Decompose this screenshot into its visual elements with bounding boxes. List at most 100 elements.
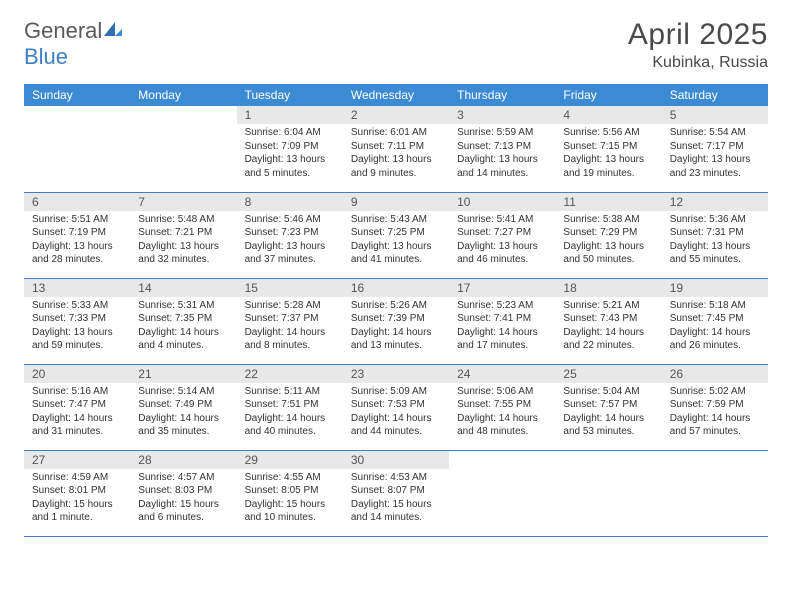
day-info: Sunrise: 5:48 AMSunset: 7:21 PMDaylight:… — [130, 211, 236, 271]
day-info: Sunrise: 4:53 AMSunset: 8:07 PMDaylight:… — [343, 469, 449, 529]
day-header: Monday — [130, 84, 236, 106]
brand-part1: General — [24, 18, 102, 43]
day-info: Sunrise: 6:01 AMSunset: 7:11 PMDaylight:… — [343, 124, 449, 184]
calendar-day-cell: 30Sunrise: 4:53 AMSunset: 8:07 PMDayligh… — [343, 450, 449, 536]
day-info: Sunrise: 5:11 AMSunset: 7:51 PMDaylight:… — [237, 383, 343, 443]
day-number: 1 — [237, 106, 343, 124]
day-number: 18 — [555, 279, 661, 297]
calendar-day-cell: 13Sunrise: 5:33 AMSunset: 7:33 PMDayligh… — [24, 278, 130, 364]
day-info: Sunrise: 4:59 AMSunset: 8:01 PMDaylight:… — [24, 469, 130, 529]
day-number: 9 — [343, 193, 449, 211]
calendar-day-cell: . — [24, 106, 130, 192]
day-number: 2 — [343, 106, 449, 124]
calendar-day-cell: 7Sunrise: 5:48 AMSunset: 7:21 PMDaylight… — [130, 192, 236, 278]
day-header: Thursday — [449, 84, 555, 106]
day-number: 7 — [130, 193, 236, 211]
calendar-day-cell: 21Sunrise: 5:14 AMSunset: 7:49 PMDayligh… — [130, 364, 236, 450]
calendar-body: ..1Sunrise: 6:04 AMSunset: 7:09 PMDaylig… — [24, 106, 768, 536]
location-text: Kubinka, Russia — [628, 54, 768, 72]
calendar-day-cell: 18Sunrise: 5:21 AMSunset: 7:43 PMDayligh… — [555, 278, 661, 364]
day-info: Sunrise: 5:14 AMSunset: 7:49 PMDaylight:… — [130, 383, 236, 443]
day-info: Sunrise: 5:43 AMSunset: 7:25 PMDaylight:… — [343, 211, 449, 271]
day-number: 5 — [662, 106, 768, 124]
day-number: 29 — [237, 451, 343, 469]
day-info: Sunrise: 5:59 AMSunset: 7:13 PMDaylight:… — [449, 124, 555, 184]
brand-text: GeneralBlue — [24, 18, 124, 70]
day-info: Sunrise: 5:54 AMSunset: 7:17 PMDaylight:… — [662, 124, 768, 184]
day-header: Saturday — [662, 84, 768, 106]
day-info: Sunrise: 4:57 AMSunset: 8:03 PMDaylight:… — [130, 469, 236, 529]
day-number: 10 — [449, 193, 555, 211]
day-number: 20 — [24, 365, 130, 383]
calendar-week-row: 27Sunrise: 4:59 AMSunset: 8:01 PMDayligh… — [24, 450, 768, 536]
day-info: Sunrise: 5:41 AMSunset: 7:27 PMDaylight:… — [449, 211, 555, 271]
day-info: Sunrise: 5:51 AMSunset: 7:19 PMDaylight:… — [24, 211, 130, 271]
day-number: 25 — [555, 365, 661, 383]
day-info: Sunrise: 5:04 AMSunset: 7:57 PMDaylight:… — [555, 383, 661, 443]
calendar-day-cell: 15Sunrise: 5:28 AMSunset: 7:37 PMDayligh… — [237, 278, 343, 364]
calendar-day-cell: 25Sunrise: 5:04 AMSunset: 7:57 PMDayligh… — [555, 364, 661, 450]
calendar-day-cell: . — [555, 450, 661, 536]
day-info: Sunrise: 6:04 AMSunset: 7:09 PMDaylight:… — [237, 124, 343, 184]
day-info: Sunrise: 5:21 AMSunset: 7:43 PMDaylight:… — [555, 297, 661, 357]
calendar-day-cell: 29Sunrise: 4:55 AMSunset: 8:05 PMDayligh… — [237, 450, 343, 536]
calendar-day-cell: 3Sunrise: 5:59 AMSunset: 7:13 PMDaylight… — [449, 106, 555, 192]
day-number: 30 — [343, 451, 449, 469]
calendar-day-cell: 2Sunrise: 6:01 AMSunset: 7:11 PMDaylight… — [343, 106, 449, 192]
calendar-day-cell: . — [130, 106, 236, 192]
day-info: Sunrise: 5:36 AMSunset: 7:31 PMDaylight:… — [662, 211, 768, 271]
calendar-header-row: SundayMondayTuesdayWednesdayThursdayFrid… — [24, 84, 768, 106]
calendar-day-cell: 11Sunrise: 5:38 AMSunset: 7:29 PMDayligh… — [555, 192, 661, 278]
title-block: April 2025 Kubinka, Russia — [628, 18, 768, 72]
day-header: Friday — [555, 84, 661, 106]
day-number: 12 — [662, 193, 768, 211]
calendar-day-cell: 22Sunrise: 5:11 AMSunset: 7:51 PMDayligh… — [237, 364, 343, 450]
day-number: 8 — [237, 193, 343, 211]
day-info: Sunrise: 5:02 AMSunset: 7:59 PMDaylight:… — [662, 383, 768, 443]
sail-icon — [102, 18, 124, 43]
day-number: 11 — [555, 193, 661, 211]
calendar-day-cell: 23Sunrise: 5:09 AMSunset: 7:53 PMDayligh… — [343, 364, 449, 450]
calendar-day-cell: . — [662, 450, 768, 536]
day-number: 27 — [24, 451, 130, 469]
day-info: Sunrise: 5:33 AMSunset: 7:33 PMDaylight:… — [24, 297, 130, 357]
calendar-table: SundayMondayTuesdayWednesdayThursdayFrid… — [24, 84, 768, 537]
calendar-day-cell: 10Sunrise: 5:41 AMSunset: 7:27 PMDayligh… — [449, 192, 555, 278]
day-number: 26 — [662, 365, 768, 383]
calendar-day-cell: 20Sunrise: 5:16 AMSunset: 7:47 PMDayligh… — [24, 364, 130, 450]
brand-logo: GeneralBlue — [24, 18, 124, 70]
calendar-day-cell: 16Sunrise: 5:26 AMSunset: 7:39 PMDayligh… — [343, 278, 449, 364]
day-number: 6 — [24, 193, 130, 211]
brand-part2: Blue — [24, 44, 68, 69]
day-number: 16 — [343, 279, 449, 297]
day-info: Sunrise: 5:26 AMSunset: 7:39 PMDaylight:… — [343, 297, 449, 357]
day-number: 19 — [662, 279, 768, 297]
day-info: Sunrise: 5:56 AMSunset: 7:15 PMDaylight:… — [555, 124, 661, 184]
day-info: Sunrise: 5:31 AMSunset: 7:35 PMDaylight:… — [130, 297, 236, 357]
calendar-day-cell: 27Sunrise: 4:59 AMSunset: 8:01 PMDayligh… — [24, 450, 130, 536]
day-info: Sunrise: 5:18 AMSunset: 7:45 PMDaylight:… — [662, 297, 768, 357]
calendar-day-cell: 4Sunrise: 5:56 AMSunset: 7:15 PMDaylight… — [555, 106, 661, 192]
day-info: Sunrise: 4:55 AMSunset: 8:05 PMDaylight:… — [237, 469, 343, 529]
day-number: 14 — [130, 279, 236, 297]
calendar-day-cell: 5Sunrise: 5:54 AMSunset: 7:17 PMDaylight… — [662, 106, 768, 192]
day-info: Sunrise: 5:16 AMSunset: 7:47 PMDaylight:… — [24, 383, 130, 443]
day-number: 3 — [449, 106, 555, 124]
calendar-day-cell: . — [449, 450, 555, 536]
calendar-day-cell: 6Sunrise: 5:51 AMSunset: 7:19 PMDaylight… — [24, 192, 130, 278]
day-number: 15 — [237, 279, 343, 297]
calendar-day-cell: 19Sunrise: 5:18 AMSunset: 7:45 PMDayligh… — [662, 278, 768, 364]
calendar-day-cell: 28Sunrise: 4:57 AMSunset: 8:03 PMDayligh… — [130, 450, 236, 536]
day-number: 13 — [24, 279, 130, 297]
calendar-day-cell: 26Sunrise: 5:02 AMSunset: 7:59 PMDayligh… — [662, 364, 768, 450]
day-number: 21 — [130, 365, 236, 383]
day-info: Sunrise: 5:38 AMSunset: 7:29 PMDaylight:… — [555, 211, 661, 271]
calendar-week-row: 20Sunrise: 5:16 AMSunset: 7:47 PMDayligh… — [24, 364, 768, 450]
calendar-day-cell: 12Sunrise: 5:36 AMSunset: 7:31 PMDayligh… — [662, 192, 768, 278]
day-number: 23 — [343, 365, 449, 383]
calendar-day-cell: 24Sunrise: 5:06 AMSunset: 7:55 PMDayligh… — [449, 364, 555, 450]
day-info: Sunrise: 5:23 AMSunset: 7:41 PMDaylight:… — [449, 297, 555, 357]
calendar-week-row: 13Sunrise: 5:33 AMSunset: 7:33 PMDayligh… — [24, 278, 768, 364]
calendar-day-cell: 1Sunrise: 6:04 AMSunset: 7:09 PMDaylight… — [237, 106, 343, 192]
day-number: 28 — [130, 451, 236, 469]
